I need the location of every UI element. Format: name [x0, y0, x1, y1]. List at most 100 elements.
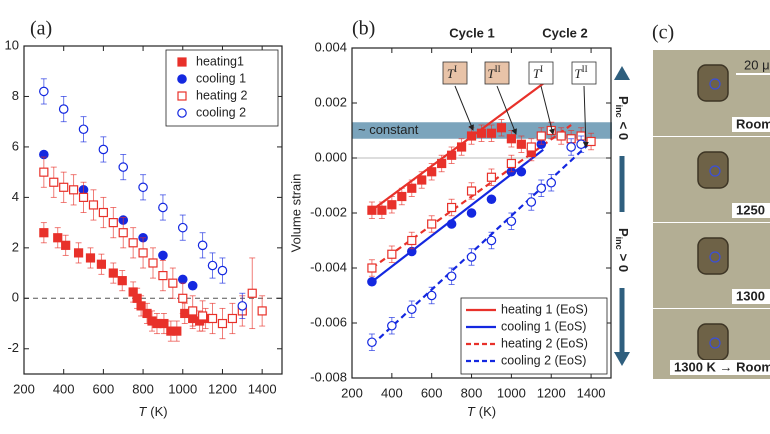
callout-arrow — [582, 85, 589, 148]
callout-arrow — [496, 85, 517, 135]
data-point — [536, 131, 546, 141]
plot-frame — [23, 45, 283, 375]
frame-label: 1250 — [736, 202, 765, 217]
x-axis-label: T (K) — [467, 404, 496, 419]
data-point — [177, 57, 187, 67]
data-point — [526, 142, 536, 152]
y-tick-label: 0 — [12, 290, 19, 305]
data-point — [217, 318, 228, 329]
pressure-label: Pinc < 0 — [614, 96, 631, 140]
transition-label: TI — [533, 64, 543, 81]
panel-label: (b) — [352, 18, 375, 40]
data-point — [88, 200, 99, 210]
transition-box — [528, 61, 554, 85]
y-tick-label: -2 — [7, 340, 19, 355]
scale-bar-label: 20 μ — [744, 57, 770, 72]
data-point — [496, 123, 507, 133]
legend-label: heating1 — [196, 54, 244, 68]
pressure-p: P — [616, 228, 631, 237]
data-point — [486, 128, 497, 138]
x-tick-label: 1400 — [577, 385, 606, 400]
data-point — [227, 313, 237, 324]
data-point — [406, 304, 417, 315]
data-point — [98, 207, 108, 218]
y-axis-label: Volume strain — [288, 174, 303, 253]
transition-box — [442, 61, 468, 85]
data-point — [387, 320, 397, 331]
data-point — [49, 177, 59, 187]
grain-marker — [709, 251, 721, 263]
data-point — [466, 186, 477, 196]
data-point — [59, 182, 69, 192]
legend-label: cooling 1 — [196, 71, 246, 85]
data-point — [207, 313, 218, 324]
data-point — [566, 142, 576, 152]
x-axis-unit: (K) — [479, 404, 496, 419]
data-point — [466, 208, 477, 218]
grain-marker — [709, 165, 721, 177]
data-point — [556, 131, 566, 141]
data-point — [39, 86, 49, 97]
panel-label: (c) — [652, 22, 674, 44]
transition-box — [484, 61, 510, 85]
transition-sup: II — [582, 64, 588, 74]
data-point — [177, 274, 188, 285]
frame-label-box — [670, 360, 770, 375]
x-tick-label: 800 — [132, 381, 154, 396]
data-point — [536, 183, 547, 194]
data-point — [257, 306, 267, 316]
x-tick-label: 600 — [93, 381, 115, 396]
sample-grain — [697, 237, 729, 275]
data-point — [98, 144, 109, 155]
pressure-label-bg — [612, 212, 632, 288]
sample-grain — [697, 323, 729, 361]
data-point — [407, 183, 417, 193]
x-tick-label: 1000 — [168, 381, 197, 396]
data-point — [117, 276, 127, 286]
y-tick-label: -0.002 — [310, 204, 347, 219]
x-axis-var: T — [467, 404, 476, 419]
data-point — [446, 271, 457, 282]
data-point — [69, 185, 79, 195]
legend-label: heating 2 — [196, 88, 247, 102]
data-point — [367, 276, 377, 287]
y-tick-label: 6 — [12, 138, 19, 153]
pressure-sub: inc — [614, 105, 624, 118]
x-tick-label: 400 — [53, 381, 75, 396]
legend-label: heating 2 (EoS) — [501, 336, 588, 350]
pressure-label: Pinc > 0 — [614, 228, 631, 272]
pressure-rel: > 0 — [616, 254, 631, 272]
data-point — [172, 326, 182, 336]
frame-label: Room — [736, 116, 770, 131]
x-axis-unit: (K) — [150, 404, 167, 419]
data-point — [586, 136, 596, 147]
data-point — [407, 235, 417, 246]
transition-base: T — [487, 66, 495, 81]
frame-label: 1300 K → Room — [674, 359, 770, 374]
data-point — [486, 235, 497, 246]
sample-grain — [697, 64, 729, 102]
data-point — [177, 222, 188, 233]
data-point — [118, 228, 128, 238]
frame-label-box — [732, 117, 770, 132]
data-point — [466, 252, 477, 262]
data-point — [73, 248, 84, 258]
data-point — [486, 194, 497, 205]
frame-label: 1300 — [736, 288, 765, 303]
data-point — [136, 301, 146, 311]
pressure-p: P — [616, 96, 631, 105]
panel-label: (a) — [30, 18, 52, 40]
transition-sup: I — [454, 64, 457, 74]
y-tick-label: -0.008 — [310, 369, 347, 384]
data-point — [576, 139, 586, 150]
legend-label: cooling 2 — [196, 105, 246, 119]
data-point — [546, 177, 557, 188]
grain-marker — [709, 78, 721, 90]
x-tick-label: 200 — [13, 381, 35, 396]
band-label: ~ constant — [358, 122, 419, 137]
data-point — [387, 200, 397, 210]
y-tick-label: 0.004 — [314, 39, 347, 54]
data-point — [516, 139, 526, 149]
x-tick-label: 1200 — [208, 381, 237, 396]
data-point — [197, 240, 208, 251]
